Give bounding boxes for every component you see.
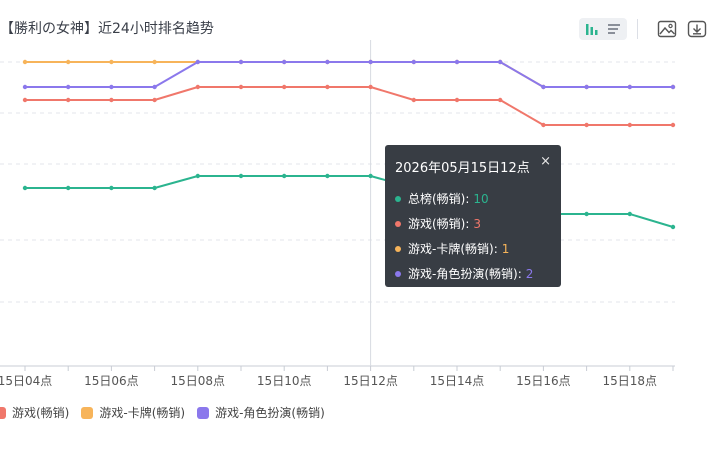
data-point <box>282 173 287 179</box>
tooltip-label: 总榜(畅销): <box>408 192 470 206</box>
x-tick-label: 15日08点 <box>171 374 226 388</box>
data-point <box>109 84 114 90</box>
data-point <box>498 59 503 65</box>
tooltip-row-card: 游戏-卡牌(畅销): 1 <box>395 236 551 261</box>
data-point <box>670 84 676 90</box>
download-icon[interactable] <box>686 18 708 40</box>
chart-toolbar <box>579 14 708 44</box>
image-download-icon[interactable] <box>656 18 678 40</box>
legend-label: 游戏-角色扮演(畅销) <box>215 406 325 420</box>
chart-tooltip: 2026年05月15日12点 × 总榜(畅销): 10 游戏(畅销): 3 游戏… <box>385 145 561 287</box>
tooltip-dot <box>395 270 401 277</box>
data-point <box>152 97 157 103</box>
tooltip-dot <box>395 195 401 202</box>
data-point <box>66 97 71 103</box>
data-point <box>368 173 373 179</box>
data-point <box>282 84 287 90</box>
tooltip-row-game: 游戏(畅销): 3 <box>395 211 551 236</box>
data-point <box>670 122 676 128</box>
data-point <box>411 59 416 65</box>
data-point <box>109 185 114 191</box>
data-point <box>238 173 244 179</box>
legend-item-card[interactable]: 游戏-卡牌(畅销) <box>81 404 185 421</box>
tooltip-value: 10 <box>473 191 489 206</box>
view-toggle <box>579 18 627 40</box>
series-line <box>25 61 673 88</box>
tooltip-label: 游戏(畅销): <box>408 217 470 231</box>
tooltip-dot <box>395 245 401 252</box>
tooltip-label: 游戏-角色扮演(畅销): <box>408 267 522 281</box>
data-point <box>584 84 589 90</box>
data-point <box>627 122 632 128</box>
data-point <box>325 173 330 179</box>
x-tick-label: 15日06点 <box>84 374 139 388</box>
data-point <box>238 59 244 65</box>
tooltip-row-total: 总榜(畅销): 10 <box>395 186 551 211</box>
chart-title: 【勝利の女神】近24小时排名趋势 <box>0 21 214 37</box>
data-point <box>670 224 676 230</box>
x-tick-label: 15日16点 <box>516 374 571 388</box>
data-point <box>411 97 416 103</box>
x-tick-label: 15日04点 <box>0 374 52 388</box>
tooltip-label: 游戏-卡牌(畅销): <box>408 242 498 256</box>
data-point <box>195 173 200 179</box>
data-point <box>152 185 157 191</box>
data-point <box>152 59 157 65</box>
data-point <box>325 84 330 90</box>
data-point <box>152 84 157 90</box>
toolbar-divider <box>637 19 638 39</box>
list-icon[interactable] <box>605 21 623 37</box>
data-point <box>66 185 71 191</box>
tooltip-value: 1 <box>501 241 510 256</box>
data-point <box>627 84 632 90</box>
data-point <box>195 59 200 65</box>
x-tick-label: 15日14点 <box>430 374 485 388</box>
legend-item-game[interactable]: 游戏(畅销) <box>0 404 69 421</box>
tooltip-title: 2026年05月15日12点 <box>395 161 530 176</box>
legend-label: 游戏(畅销) <box>12 406 70 420</box>
legend-swatch-card <box>81 406 94 419</box>
chart-legend: 游戏(畅销) 游戏-卡牌(畅销) 游戏-角色扮演(畅销) <box>0 404 337 421</box>
data-point <box>22 185 28 191</box>
tooltip-value: 2 <box>525 266 534 281</box>
x-tick-label: 15日12点 <box>343 374 398 388</box>
data-point <box>325 59 330 65</box>
data-point <box>195 84 200 90</box>
series-line <box>25 86 673 126</box>
data-point <box>584 122 589 128</box>
rank-trend-chart: 15日04点 15日06点 15日08点 15日10点 15日12点 15日14点 15日1… <box>0 40 676 388</box>
x-tick-label: 15日10点 <box>257 374 312 388</box>
data-point <box>22 97 28 103</box>
legend-swatch-game <box>0 406 6 419</box>
data-point <box>22 84 28 90</box>
x-tick-label: 15日18点 <box>603 374 658 388</box>
tooltip-row-role: 游戏-角色扮演(畅销): 2 <box>395 261 551 286</box>
data-point <box>498 97 503 103</box>
data-point <box>109 97 114 103</box>
data-point <box>368 59 373 65</box>
data-point <box>109 59 114 65</box>
data-point <box>368 84 373 90</box>
series-line <box>25 61 673 88</box>
data-point <box>584 211 589 217</box>
legend-swatch-role <box>197 406 210 419</box>
legend-label: 游戏-卡牌(畅销) <box>99 406 186 420</box>
data-point <box>541 84 546 90</box>
data-point <box>454 97 460 103</box>
close-icon[interactable]: × <box>540 154 551 169</box>
data-point <box>66 59 71 65</box>
data-point <box>627 211 632 217</box>
data-point <box>454 59 460 65</box>
data-point <box>282 59 287 65</box>
legend-item-role[interactable]: 游戏-角色扮演(畅销) <box>197 404 325 421</box>
data-point <box>238 84 244 90</box>
data-point <box>66 84 71 90</box>
tooltip-dot <box>395 220 401 227</box>
series-line <box>25 175 674 228</box>
data-point <box>541 122 546 128</box>
bar-chart-icon[interactable] <box>583 21 601 37</box>
tooltip-value: 3 <box>473 216 482 231</box>
data-point <box>22 59 28 65</box>
